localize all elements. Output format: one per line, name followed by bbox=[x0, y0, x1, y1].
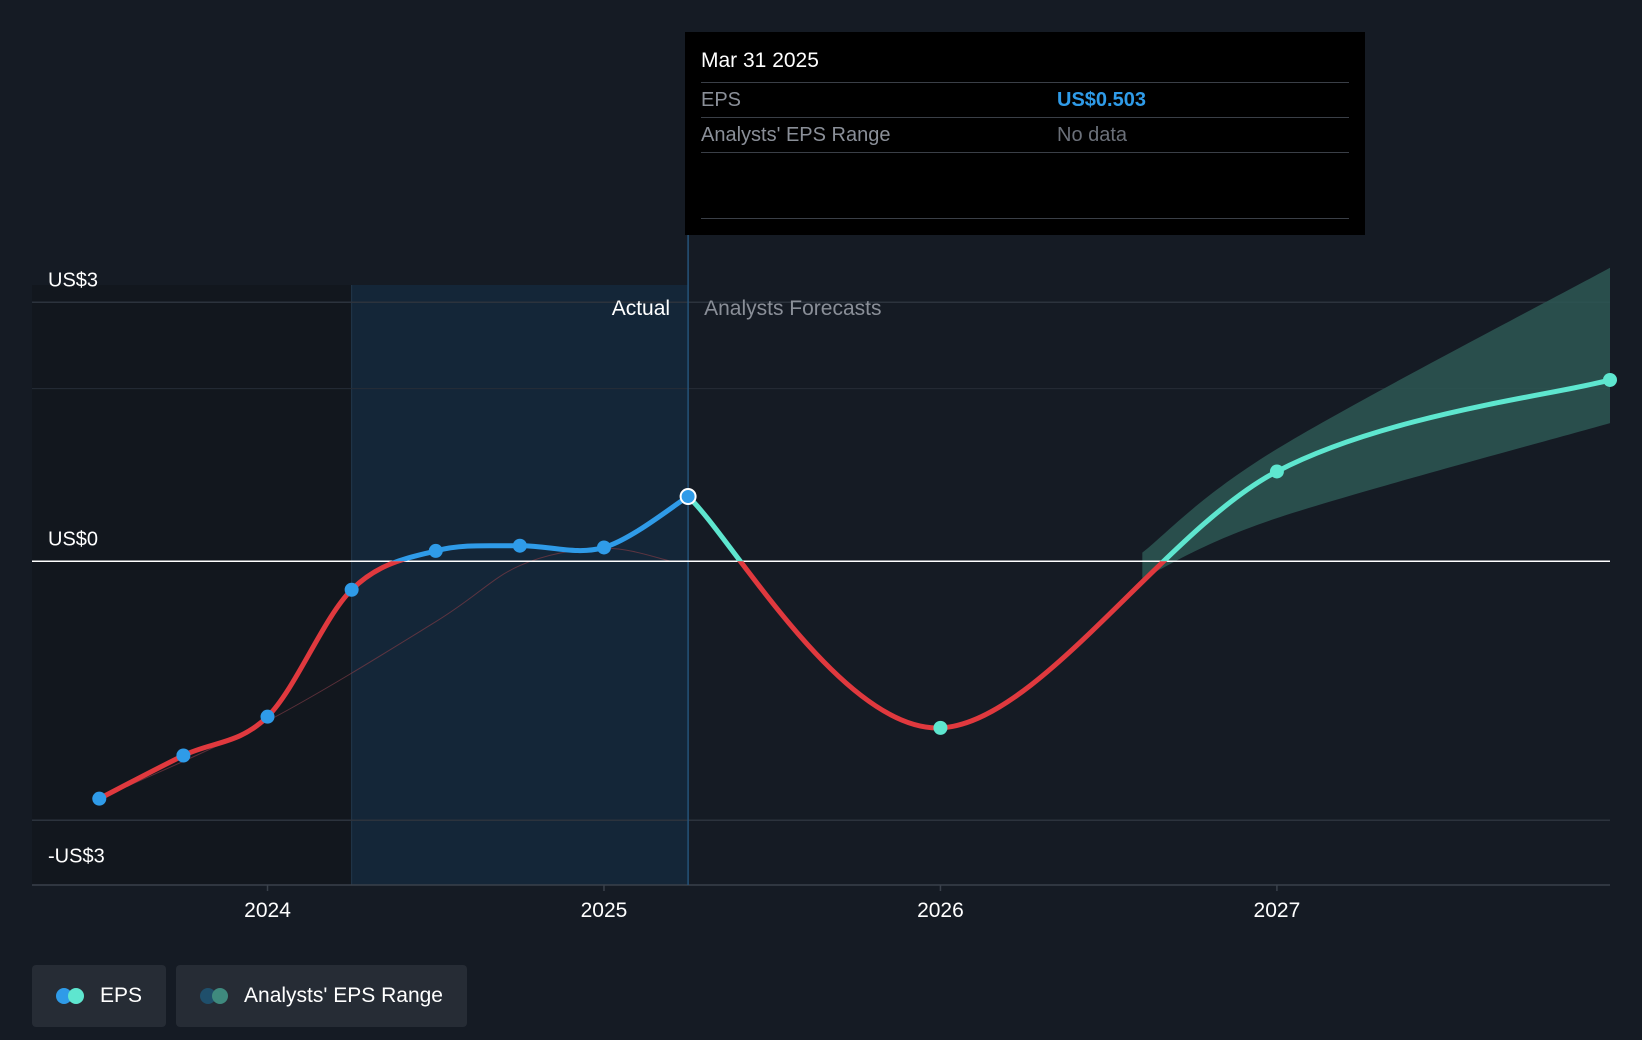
eps-forecast-point-3 bbox=[1603, 372, 1617, 387]
chart-legend: EPS Analysts' EPS Range bbox=[32, 965, 467, 1027]
eps-actual-point-7 bbox=[679, 488, 697, 506]
y-tick-label-2: -US$3 bbox=[48, 845, 105, 867]
tooltip-date: Mar 31 2025 bbox=[701, 46, 1349, 83]
eps-actual-point-0 bbox=[92, 791, 107, 806]
range-legend-icon bbox=[200, 988, 230, 1004]
x-tick-label-1: 2025 bbox=[581, 899, 628, 922]
tooltip-eps-label: EPS bbox=[701, 89, 742, 111]
pre-window-shade bbox=[32, 285, 352, 885]
eps-forecast-line-positive bbox=[685, 377, 1613, 562]
eps-actual-line-negative bbox=[96, 561, 406, 802]
legend-eps[interactable]: EPS bbox=[32, 965, 167, 1027]
y-tick-label-1: US$0 bbox=[48, 528, 98, 550]
eps-actual-point-2 bbox=[260, 709, 275, 724]
analysts-range-band bbox=[1142, 267, 1610, 579]
eps-actual-point-1 bbox=[176, 748, 191, 763]
eps-legend-icon bbox=[56, 988, 86, 1004]
forecast-label: Analysts Forecasts bbox=[704, 297, 881, 320]
actual-label: Actual bbox=[612, 297, 670, 320]
eps-actual-point-5 bbox=[512, 538, 527, 553]
eps-actual-point-6 bbox=[596, 540, 611, 555]
eps-actual-line-positive bbox=[390, 494, 691, 562]
legend-range-label: Analysts' EPS Range bbox=[244, 984, 443, 1007]
eps-actual-point-4 bbox=[428, 543, 443, 558]
eps-forecast-point-2 bbox=[1269, 464, 1284, 479]
tooltip-range-label: Analysts' EPS Range bbox=[701, 124, 891, 146]
tooltip-range-value: No data bbox=[1057, 124, 1128, 146]
actual-period-shade bbox=[351, 285, 689, 885]
legend-analysts-range[interactable]: Analysts' EPS Range bbox=[176, 965, 467, 1027]
x-tick-label-3: 2027 bbox=[1254, 899, 1301, 922]
tooltip-row-range: Analysts' EPS Range No data bbox=[701, 118, 1349, 153]
eps-forecast-line-negative bbox=[737, 561, 1168, 731]
tooltip-row-eps: EPS US$0.503 bbox=[701, 83, 1349, 118]
x-tick-label-0: 2024 bbox=[244, 899, 291, 922]
x-tick-label-2: 2026 bbox=[917, 899, 964, 922]
eps-actual-point-3 bbox=[344, 582, 359, 597]
tooltip-divider bbox=[701, 218, 1349, 219]
tooltip-eps-value: US$0.503 bbox=[1057, 89, 1146, 111]
y-tick-label-0: US$3 bbox=[48, 269, 98, 291]
chart-tooltip: Mar 31 2025 EPS US$0.503 Analysts' EPS R… bbox=[685, 32, 1365, 235]
eps-forecast-point-1 bbox=[933, 720, 948, 735]
legend-eps-label: EPS bbox=[100, 984, 143, 1007]
